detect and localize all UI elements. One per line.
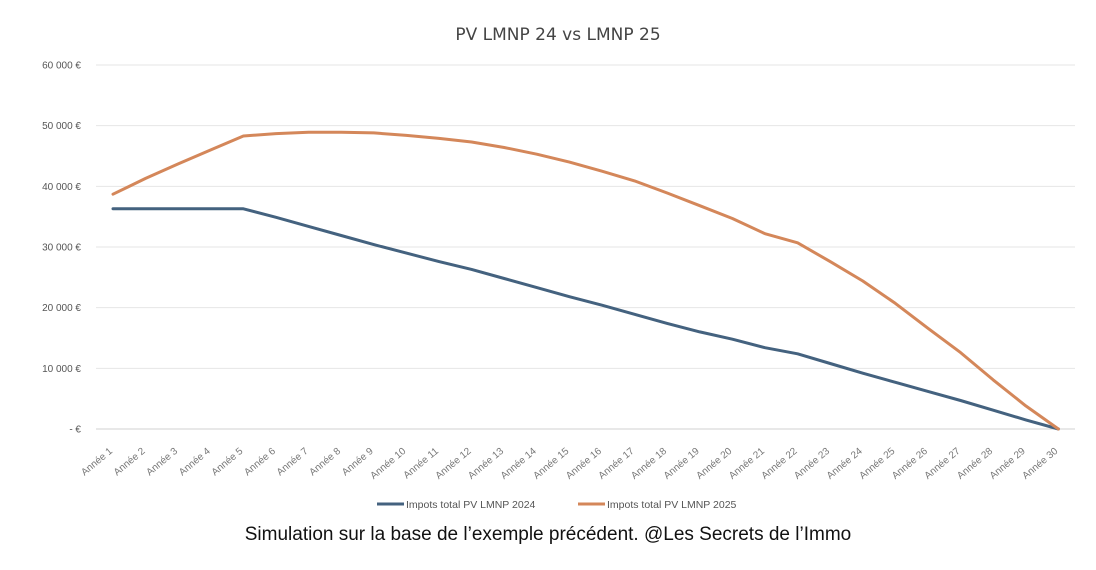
x-tick-label: Année 30	[1020, 446, 1060, 482]
y-tick-label: 50 000 €	[42, 121, 81, 132]
gridlines	[96, 64, 1075, 430]
y-tick-label: 60 000 €	[42, 61, 81, 72]
line-chart: PV LMNP 24 vs LMNP 25 - € 10 000 € 20 000 …	[42, 25, 1075, 511]
series-line-2	[111, 130, 1060, 431]
series-lines	[111, 130, 1060, 431]
y-tick-label: 30 000 €	[42, 243, 81, 254]
x-tick-label: Année 1	[79, 446, 115, 479]
legend: Impots total PV LMNP 2024 Impots total PV…	[377, 499, 737, 511]
x-tick-label: Année 2	[112, 446, 148, 479]
x-tick-label: Année 4	[177, 446, 213, 479]
x-tick-label: Année 8	[308, 446, 344, 479]
caption: Simulation sur la base de l’exemple préc…	[244, 524, 852, 545]
x-tick-label: Année 10	[368, 446, 408, 482]
series-line-1	[111, 207, 1060, 431]
y-axis-ticks: - € 10 000 € 20 000 € 30 000 € 40 000 € 50 00…	[42, 61, 81, 436]
legend-label-2: Impots total PV LMNP 2025	[607, 499, 737, 511]
y-tick-label: - €	[69, 425, 81, 436]
x-tick-label: Année 7	[275, 446, 311, 479]
x-tick-label: Année 6	[242, 446, 278, 479]
legend-label-1: Impots total PV LMNP 2024	[406, 499, 536, 511]
y-tick-label: 10 000 €	[42, 364, 81, 375]
y-tick-label: 40 000 €	[42, 182, 81, 193]
x-tick-label: Année 5	[210, 446, 246, 479]
chart-title: PV LMNP 24 vs LMNP 25	[455, 25, 660, 45]
x-tick-label: Année 3	[145, 446, 181, 479]
y-tick-label: 20 000 €	[42, 303, 81, 314]
